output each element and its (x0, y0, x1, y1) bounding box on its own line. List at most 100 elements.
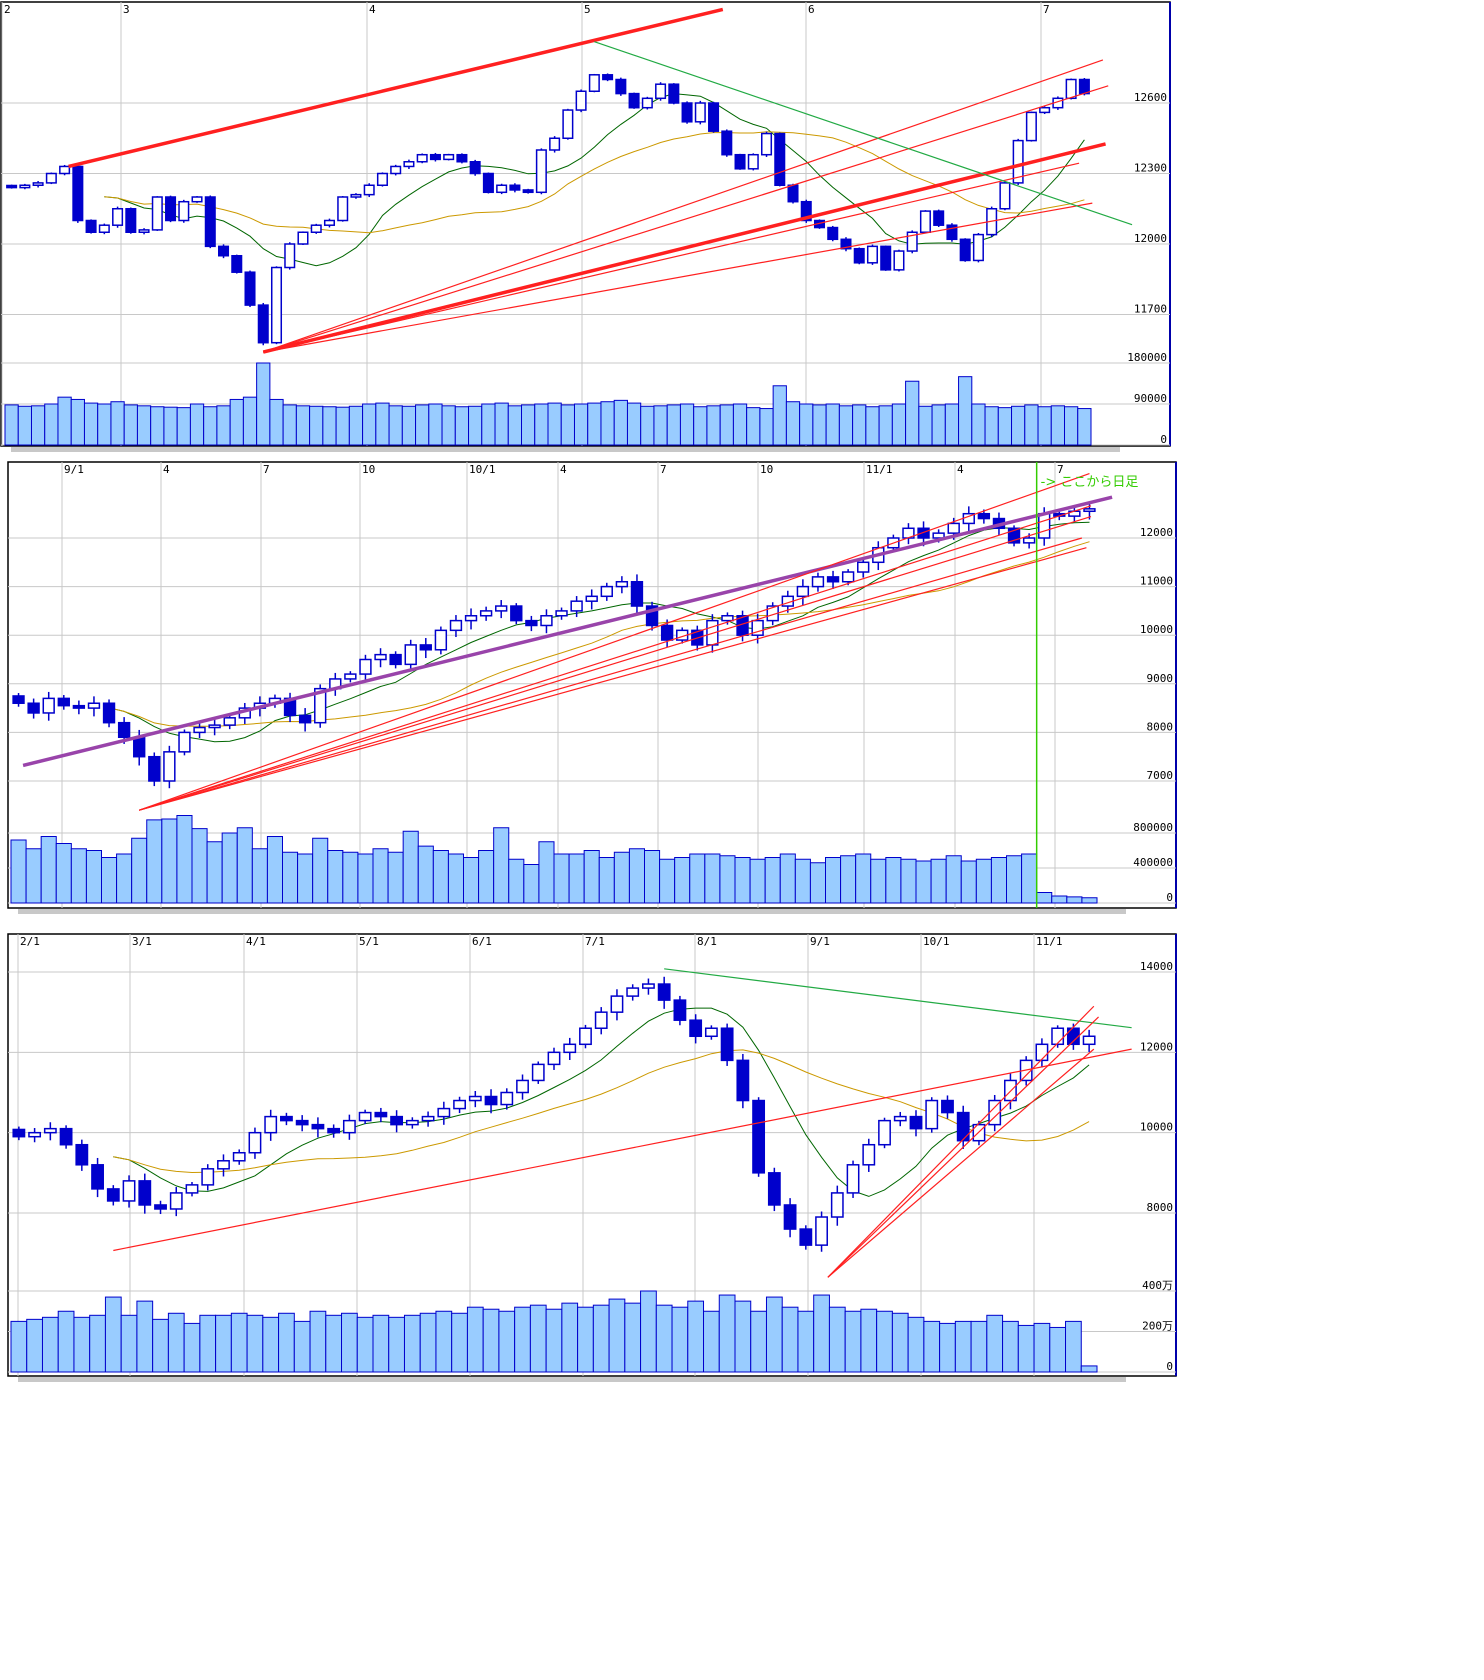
volume-bar (689, 853, 706, 904)
volume-bar (251, 848, 268, 904)
candle-body-down (218, 245, 230, 257)
candlestick (956, 1105, 970, 1149)
volume-bar (891, 403, 907, 446)
candlestick (91, 1157, 104, 1198)
red-trendline (827, 1048, 1095, 1278)
candle-body-up (1035, 1043, 1049, 1062)
volume-bar (1064, 406, 1079, 446)
candlestick (799, 1225, 813, 1250)
candlestick (185, 1181, 199, 1197)
horizontal-scrollbar[interactable] (18, 1377, 1126, 1382)
candlestick (694, 100, 706, 125)
candle-body-up (932, 532, 945, 539)
candle-body-down (525, 619, 538, 627)
candlestick (389, 651, 402, 669)
volume-bar (25, 848, 42, 904)
candle-body-down (6, 184, 18, 189)
chart-panel-2: 9/1 4 7 10 10/1 4 7 10 11/1 4 7 12000 11000 10000 9000… (7, 461, 1177, 914)
candlestick (323, 218, 335, 228)
volume-bar (152, 1318, 169, 1373)
candlestick (434, 626, 448, 655)
candle-body-down (673, 999, 687, 1021)
date-tick-label: 10 (362, 463, 375, 476)
volume-bar (885, 857, 902, 904)
volume-bar (309, 1310, 327, 1373)
candle-body-up (151, 196, 163, 231)
volume-bar (704, 853, 721, 904)
candlestick (1065, 78, 1077, 100)
candlestick (857, 557, 870, 578)
volume-bar (246, 1314, 264, 1373)
volume-bar (403, 1314, 421, 1373)
candle-body-up (1083, 508, 1096, 513)
horizontal-scrollbar[interactable] (18, 909, 1126, 914)
candlestick (358, 1109, 372, 1125)
candle-body-up (464, 615, 478, 622)
candle-body-down (85, 219, 97, 233)
candle-body-down (628, 92, 640, 109)
candlestick (600, 582, 613, 601)
candle-body-down (787, 184, 799, 203)
candle-body-down (327, 1127, 341, 1134)
horizontal-scrollbar[interactable] (11, 447, 1120, 452)
candle-body-up (358, 1111, 372, 1122)
volume-bar (189, 403, 205, 446)
volume-bar (44, 403, 59, 446)
candle-body-up (169, 1192, 183, 1210)
candlestick (579, 1024, 592, 1049)
candlestick (615, 77, 627, 96)
candle-body-down (72, 704, 86, 709)
candle-body-up (449, 619, 463, 632)
candle-body-down (148, 755, 161, 782)
candle-body-up (866, 245, 878, 264)
candlestick (468, 1090, 482, 1108)
volume-bar (451, 1312, 468, 1373)
candlestick (163, 745, 176, 789)
candle-body-down (917, 527, 930, 539)
date-tick-label: 11/1 (866, 463, 893, 476)
candle-body-up (535, 149, 547, 194)
volume-bar (229, 398, 244, 446)
date-tick-label: 7 (660, 463, 667, 476)
candlestick (761, 131, 773, 157)
candle-body-up (972, 233, 984, 262)
volume-bar (26, 1318, 43, 1373)
candle-body-up (178, 731, 191, 753)
volume-bar (85, 850, 102, 904)
candle-body-up (841, 571, 855, 583)
candlestick (657, 976, 671, 1009)
candlestick (880, 245, 892, 271)
candlestick (570, 596, 583, 618)
volume-bar (454, 406, 470, 446)
volume-bar (971, 403, 986, 446)
volume-bar (1036, 892, 1053, 904)
candle-body-down (1078, 78, 1090, 95)
volume-bar (703, 1310, 720, 1373)
candle-body-down (946, 224, 958, 241)
volume-bar (309, 405, 324, 446)
candlestick (193, 722, 206, 739)
volume-bar (891, 1312, 909, 1373)
volume-bar (794, 858, 811, 904)
candlestick (796, 579, 810, 606)
candlestick (350, 193, 362, 199)
volume-bar (876, 1310, 893, 1373)
date-tick-label: 7 (263, 463, 270, 476)
candlestick (841, 569, 855, 586)
volume-bar (387, 851, 404, 904)
candlestick (708, 101, 720, 133)
volume-bar (1049, 1326, 1067, 1373)
volume-bar (718, 1294, 736, 1373)
candlestick (999, 181, 1011, 211)
candle-body-up (43, 1127, 57, 1134)
short-moving-average (113, 1007, 1090, 1197)
daily-annotation: -> ここから日足 (1041, 475, 1139, 490)
candle-body-up (248, 1131, 262, 1154)
candle-body-down (668, 83, 680, 104)
date-tick-label: 4 (560, 463, 567, 476)
candle-body-up (796, 585, 810, 598)
volume-bar (958, 376, 973, 446)
volume-bar (463, 857, 480, 904)
candle-body-down (840, 238, 852, 250)
candlestick (6, 184, 18, 189)
